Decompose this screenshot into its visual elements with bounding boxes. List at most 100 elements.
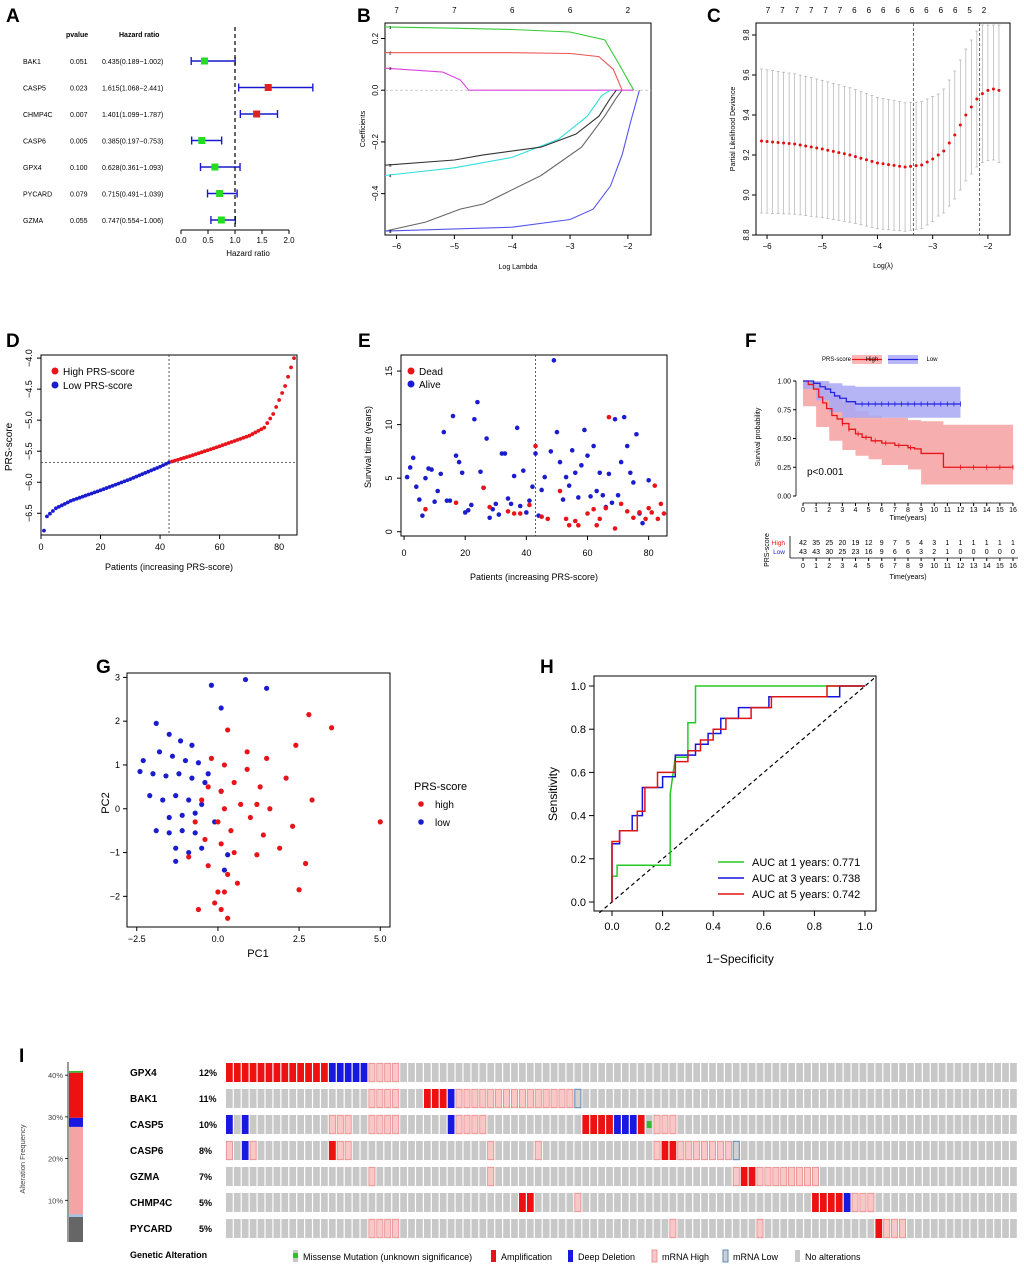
oncoprint-cell — [946, 1219, 954, 1238]
pca-high-point — [296, 887, 302, 893]
risk-score-point — [292, 356, 296, 361]
oncoprint-cell — [416, 1167, 423, 1186]
pca-y-tick-label: 0 — [115, 804, 120, 814]
panel-g-legend-low-marker — [418, 819, 424, 825]
panel-g-ticks: −2.5 0.0 2.5 5.0 −2 −1 0 1 2 3 — [110, 672, 387, 944]
oncoprint-cell — [978, 1063, 986, 1082]
legend-label: mRNA Low — [733, 1252, 779, 1262]
oncoprint-cell — [400, 1089, 407, 1108]
oncoprint-cell — [431, 1167, 439, 1186]
km-x-tick-label: 2 — [827, 507, 831, 514]
oncoprint-mrna-high — [518, 1088, 526, 1109]
oncoprint-cell — [915, 1219, 922, 1238]
panel-a-hr-header: Hazard ratio — [119, 32, 159, 39]
oncoprint-cell — [439, 1167, 447, 1186]
pca-high-point — [231, 849, 237, 856]
status-dead-point — [557, 488, 563, 494]
status-alive-point — [496, 512, 502, 517]
oncoprint-cell — [883, 1167, 891, 1186]
oncoprint-cell — [305, 1141, 312, 1160]
oncoprint-deep-deletion — [328, 1063, 336, 1082]
oncoprint-cell — [859, 1141, 867, 1160]
risk-score-point — [86, 492, 91, 497]
oncoprint-cell — [249, 1115, 257, 1134]
oncoprint-cell — [566, 1167, 574, 1186]
risk-table-high-count: 25 — [825, 540, 833, 547]
oncoprint-cell — [471, 1167, 479, 1186]
pca-high-point — [225, 727, 231, 733]
forest-hr-text: 0.385(0.197−0.753) — [102, 139, 163, 146]
risk-score-point — [176, 457, 180, 462]
oncoprint-amplification — [424, 1089, 431, 1108]
oncoprint-cell — [859, 1219, 867, 1238]
oncoprint-cell — [772, 1089, 780, 1108]
pca-low-point — [264, 685, 270, 691]
risk-score-point — [74, 496, 79, 501]
lasso-top-label: 7 — [452, 6, 457, 15]
pca-low-point — [166, 731, 172, 737]
forest-hr-text: 1.401(1.099−1.787) — [102, 112, 163, 119]
panel-i-yticks: 10% 20% 30% 40% — [48, 1071, 68, 1205]
pca-y-tick-label: 3 — [115, 672, 120, 682]
pca-low-point — [137, 768, 143, 775]
pca-x-tick-label: 5.0 — [374, 934, 387, 944]
oncoprint-cell — [653, 1219, 661, 1238]
oncoprint-cell — [424, 1167, 431, 1186]
oncoprint-mrna-high — [376, 1218, 384, 1239]
oncoprint-amplification — [598, 1115, 605, 1134]
risk-table-high-count: 42 — [799, 540, 807, 547]
status-alive-point — [511, 473, 517, 479]
risk-table-x-tick-label: 3 — [840, 563, 844, 570]
oncoprint-cell — [265, 1115, 273, 1134]
risk-table-low-count: 9 — [880, 549, 884, 556]
oncoprint-cell — [519, 1219, 526, 1238]
oncoprint-cell — [922, 1167, 930, 1186]
forest-gene-label: CASP5 — [23, 86, 46, 93]
oncoprint-cell — [867, 1141, 875, 1160]
oncoprint-mrna-high — [463, 1114, 471, 1135]
oncoprint-mrna-low — [574, 1088, 582, 1109]
oncoprint-cell — [986, 1063, 994, 1082]
oncoprint-cell — [780, 1089, 788, 1108]
oncoprint-mrna-high — [384, 1062, 392, 1083]
oncoprint-cell — [526, 1219, 534, 1238]
pca-high-point — [234, 880, 240, 886]
oncoprint-cell — [922, 1193, 930, 1212]
oncoprint-cell — [859, 1115, 867, 1134]
oncoprint-cell — [867, 1089, 875, 1108]
forest-gene-label: BAK1 — [23, 59, 41, 66]
status-alive-point — [557, 459, 563, 465]
status-dead-point — [661, 511, 667, 516]
status-alive-point — [640, 520, 645, 526]
roc-y-tick-label: 0.6 — [571, 767, 586, 779]
oncoprint-cell — [471, 1219, 479, 1238]
status-alive-point — [533, 451, 538, 456]
oncoprint-cell — [954, 1063, 962, 1082]
oncoprint-cell — [590, 1089, 598, 1108]
oncoprint-cell — [574, 1063, 582, 1082]
panel-e-ticks: 0 20 40 60 80 0 5 10 15 — [384, 366, 654, 558]
forest-x-tick-label: 2.0 — [283, 236, 295, 245]
oncoprint-cell — [796, 1141, 803, 1160]
oncoprint-cell — [582, 1063, 590, 1082]
legend-label: Amplification — [501, 1252, 552, 1262]
oncoprint-cell — [526, 1167, 534, 1186]
oncoprint-cell — [558, 1115, 566, 1134]
risk-score-point — [280, 391, 285, 395]
risk-score-point — [125, 478, 130, 483]
forest-pvalue: 0.007 — [70, 112, 88, 119]
oncoprint-cell — [986, 1141, 994, 1160]
oncoprint-cell — [574, 1219, 582, 1238]
oncoprint-deep-deletion — [241, 1115, 249, 1134]
oncoprint-cell — [352, 1219, 360, 1238]
oncoprint-amplification — [827, 1193, 835, 1212]
oncoprint-cell — [463, 1167, 471, 1186]
pca-low-point — [163, 773, 169, 779]
pca-high-point — [205, 863, 211, 869]
lasso-y-tick-label: −0.4 — [371, 185, 380, 201]
pca-low-point — [199, 801, 205, 807]
oncoprint-cell — [891, 1063, 898, 1082]
panel-f-legend-low: Low — [926, 357, 938, 363]
lasso-path-label: 3 — [389, 66, 392, 71]
oncoprint-mrna-high — [542, 1088, 550, 1109]
